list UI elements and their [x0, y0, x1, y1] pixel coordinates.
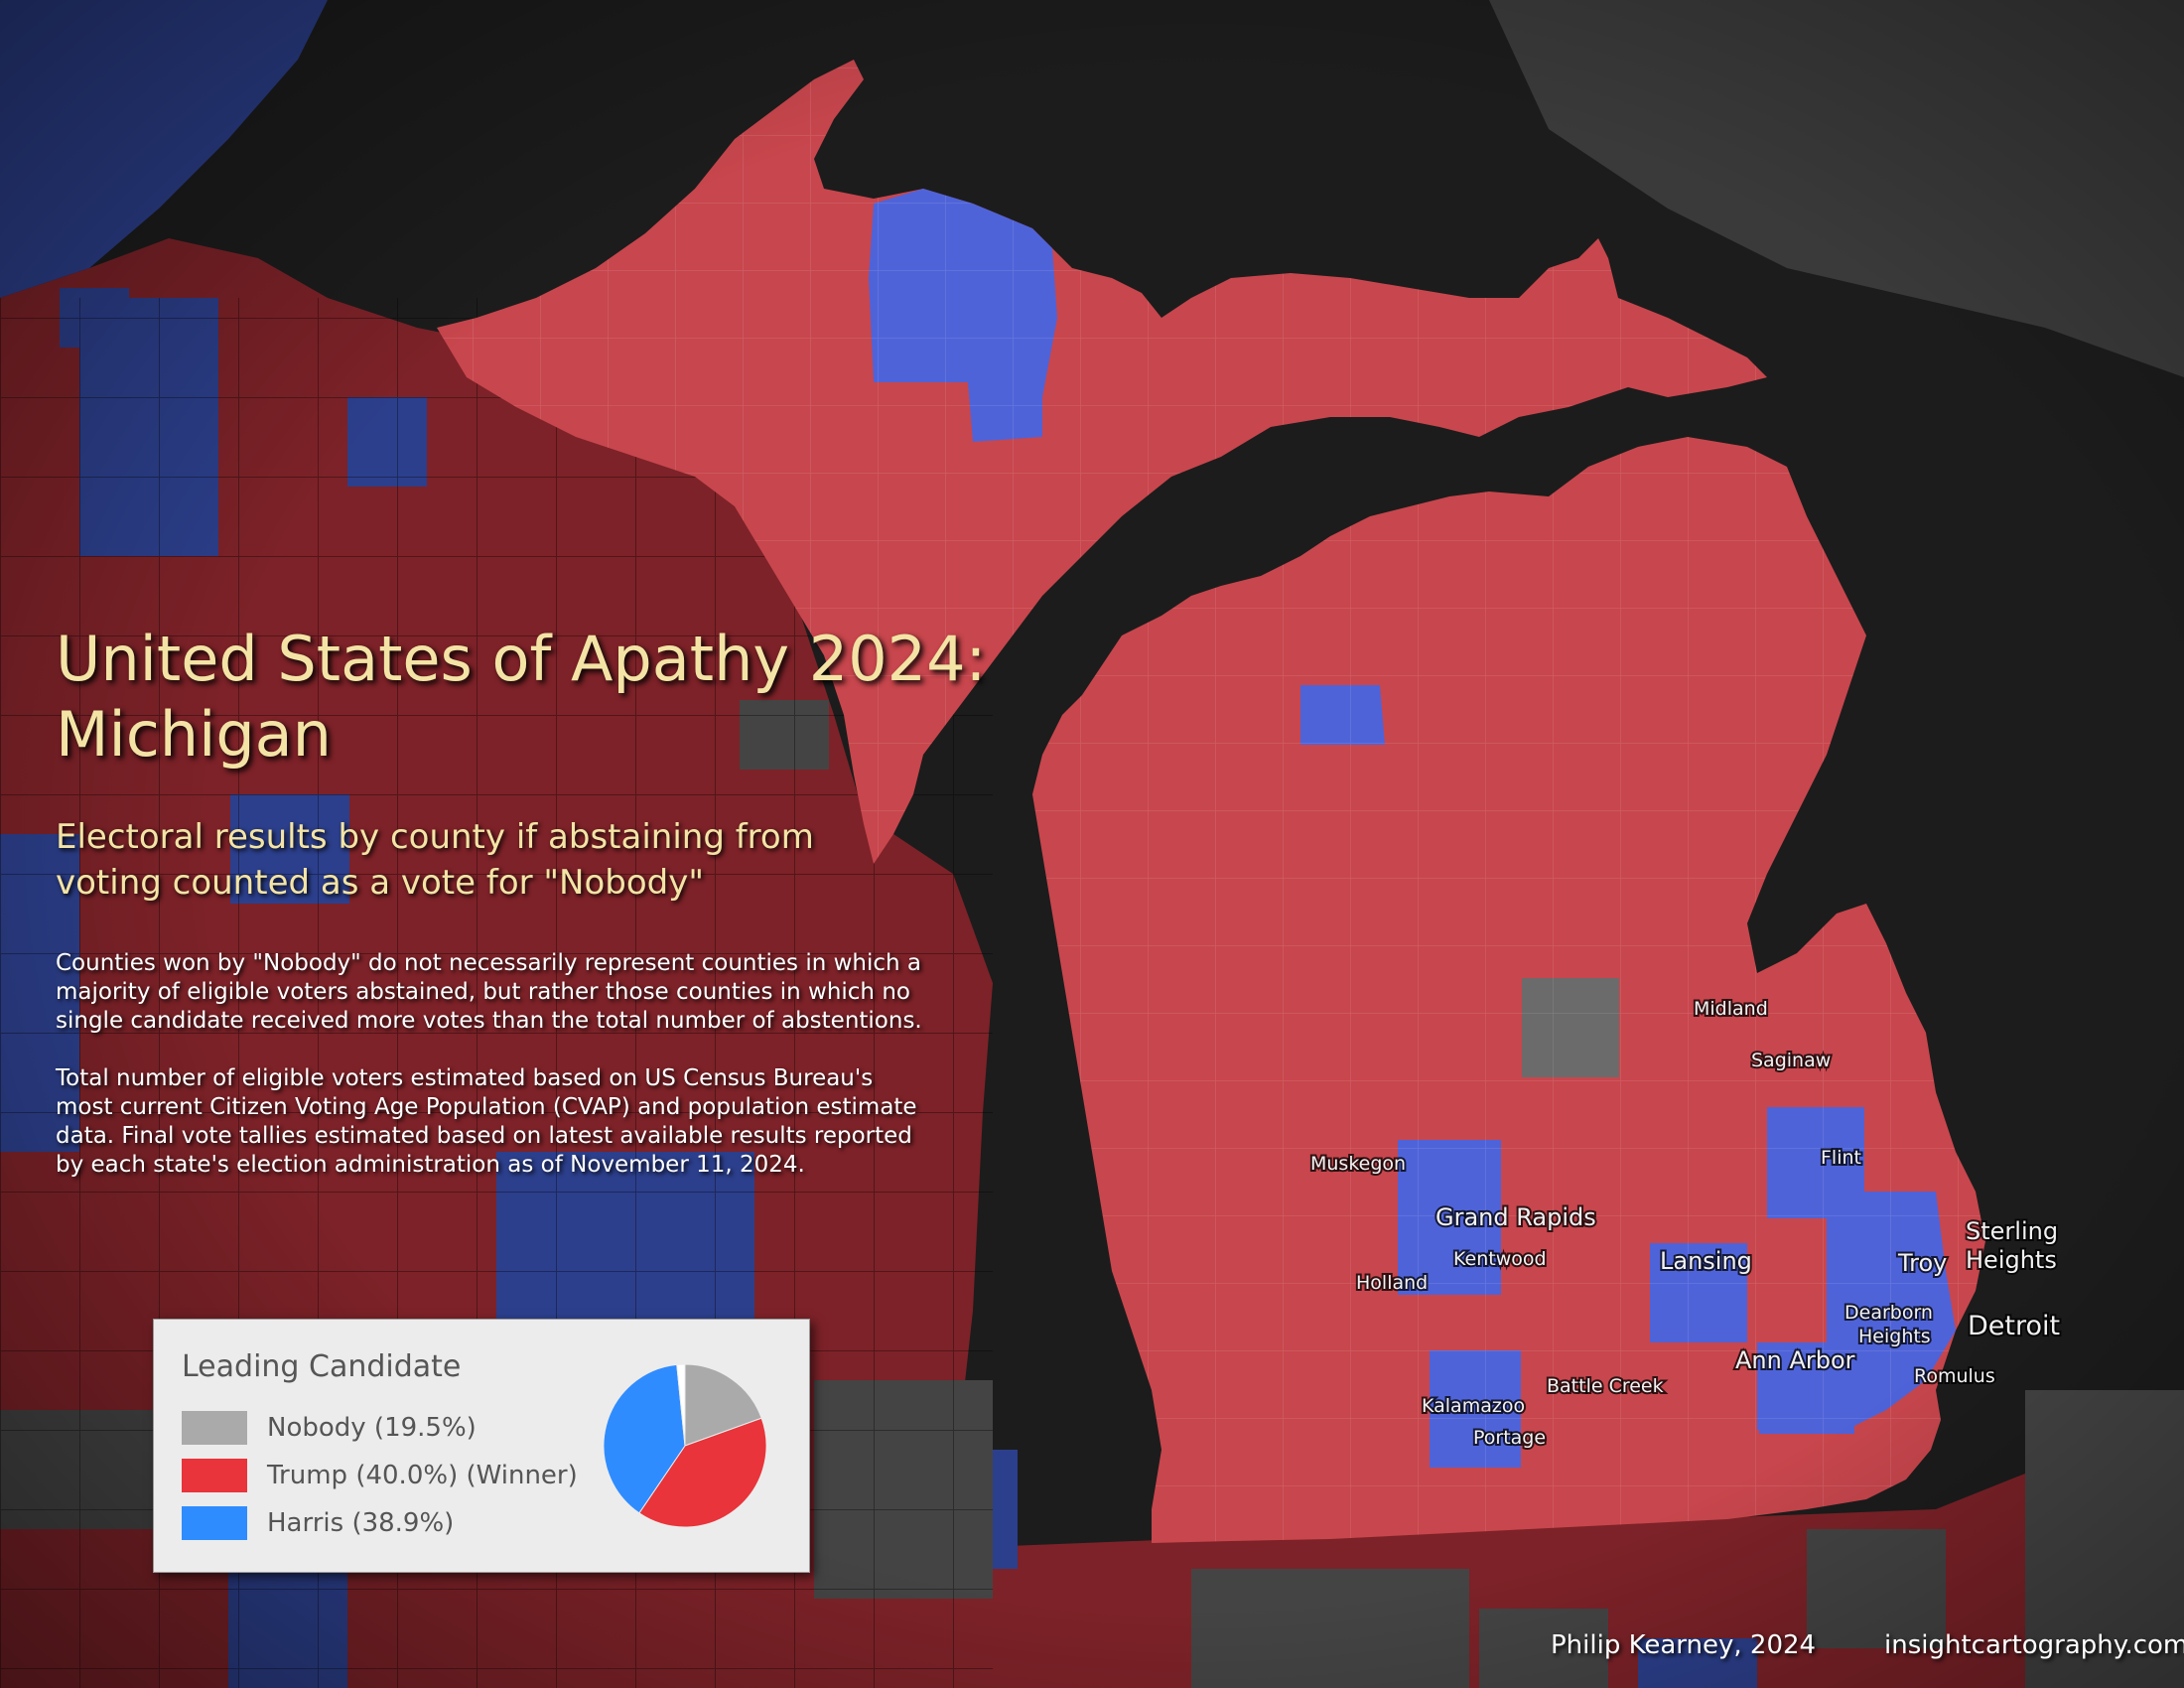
- city-label-midland: Midland: [1694, 998, 1768, 1020]
- note-nobody-explanation: Counties won by "Nobody" do not necessar…: [56, 950, 922, 1034]
- pie-slice-nobody: [684, 1363, 762, 1447]
- city-label-portage: Portage: [1473, 1427, 1546, 1449]
- legend-item-trump: Trump (40.0%) (Winner): [182, 1459, 578, 1492]
- sterling-label: Sterling: [1966, 1217, 2058, 1245]
- legend-label-harris: Harris (38.9%): [267, 1508, 455, 1538]
- city-label-holland: Holland: [1356, 1272, 1428, 1294]
- legend-swatch-trump: [182, 1459, 247, 1492]
- city-label-troy: Troy: [1897, 1249, 1947, 1277]
- website-credit: insightcartography.com: [1884, 1630, 2184, 1660]
- title-line-1: United States of Apathy 2024:: [56, 623, 987, 695]
- city-labels: Midland Saginaw Flint Muskegon Grand Rap…: [1308, 996, 2062, 1451]
- pie-slice-other: [676, 1363, 686, 1447]
- author-credit: Philip Kearney, 2024: [1551, 1630, 1817, 1660]
- city-label-battle-creek: Battle Creek: [1547, 1375, 1664, 1397]
- map-title: United States of Apathy 2024: Michigan: [56, 622, 1009, 773]
- title-block: United States of Apathy 2024: Michigan E…: [56, 622, 1009, 1180]
- pie-slice-harris: [603, 1363, 686, 1514]
- city-label-kalamazoo: Kalamazoo: [1422, 1395, 1525, 1417]
- legend-swatch-nobody: [182, 1411, 247, 1445]
- city-label-sterling-heights: Sterling Heights: [1966, 1217, 2058, 1274]
- city-label-ann-arbor: Ann Arbor: [1735, 1346, 1855, 1374]
- map-subtitle: Electoral results by county if abstainin…: [56, 814, 1009, 906]
- city-label-flint: Flint: [1821, 1147, 1861, 1169]
- legend-label-nobody: Nobody (19.5%): [267, 1413, 477, 1443]
- city-label-kentwood: Kentwood: [1453, 1248, 1547, 1270]
- title-line-2: Michigan: [56, 698, 332, 771]
- legend-title: Leading Candidate: [182, 1349, 462, 1384]
- dearborn-heights-label: Heights: [1858, 1326, 1931, 1347]
- heights-label: Heights: [1966, 1246, 2057, 1274]
- subtitle-line-2: voting counted as a vote for "Nobody": [56, 863, 705, 903]
- city-label-romulus: Romulus: [1914, 1365, 1995, 1387]
- vote-share-pie: [603, 1363, 767, 1528]
- city-label-muskegon: Muskegon: [1310, 1153, 1406, 1175]
- dearborn-label: Dearborn: [1844, 1302, 1933, 1324]
- city-label-dearborn-heights: Dearborn Heights: [1844, 1302, 1933, 1347]
- pie-slice-trump: [638, 1417, 767, 1528]
- city-label-lansing: Lansing: [1660, 1247, 1752, 1275]
- note-methodology: Total number of eligible voters estimate…: [56, 1065, 917, 1178]
- city-label-saginaw: Saginaw: [1751, 1050, 1831, 1071]
- legend-swatch-harris: [182, 1506, 247, 1540]
- city-label-detroit: Detroit: [1968, 1311, 2060, 1341]
- legend: Leading Candidate Nobody (19.5%) Trump (…: [153, 1319, 810, 1573]
- legend-item-harris: Harris (38.9%): [182, 1506, 454, 1540]
- legend-label-trump: Trump (40.0%) (Winner): [267, 1461, 578, 1490]
- subtitle-line-1: Electoral results by county if abstainin…: [56, 817, 814, 857]
- legend-item-nobody: Nobody (19.5%): [182, 1411, 477, 1445]
- city-label-grand-rapids: Grand Rapids: [1435, 1203, 1596, 1231]
